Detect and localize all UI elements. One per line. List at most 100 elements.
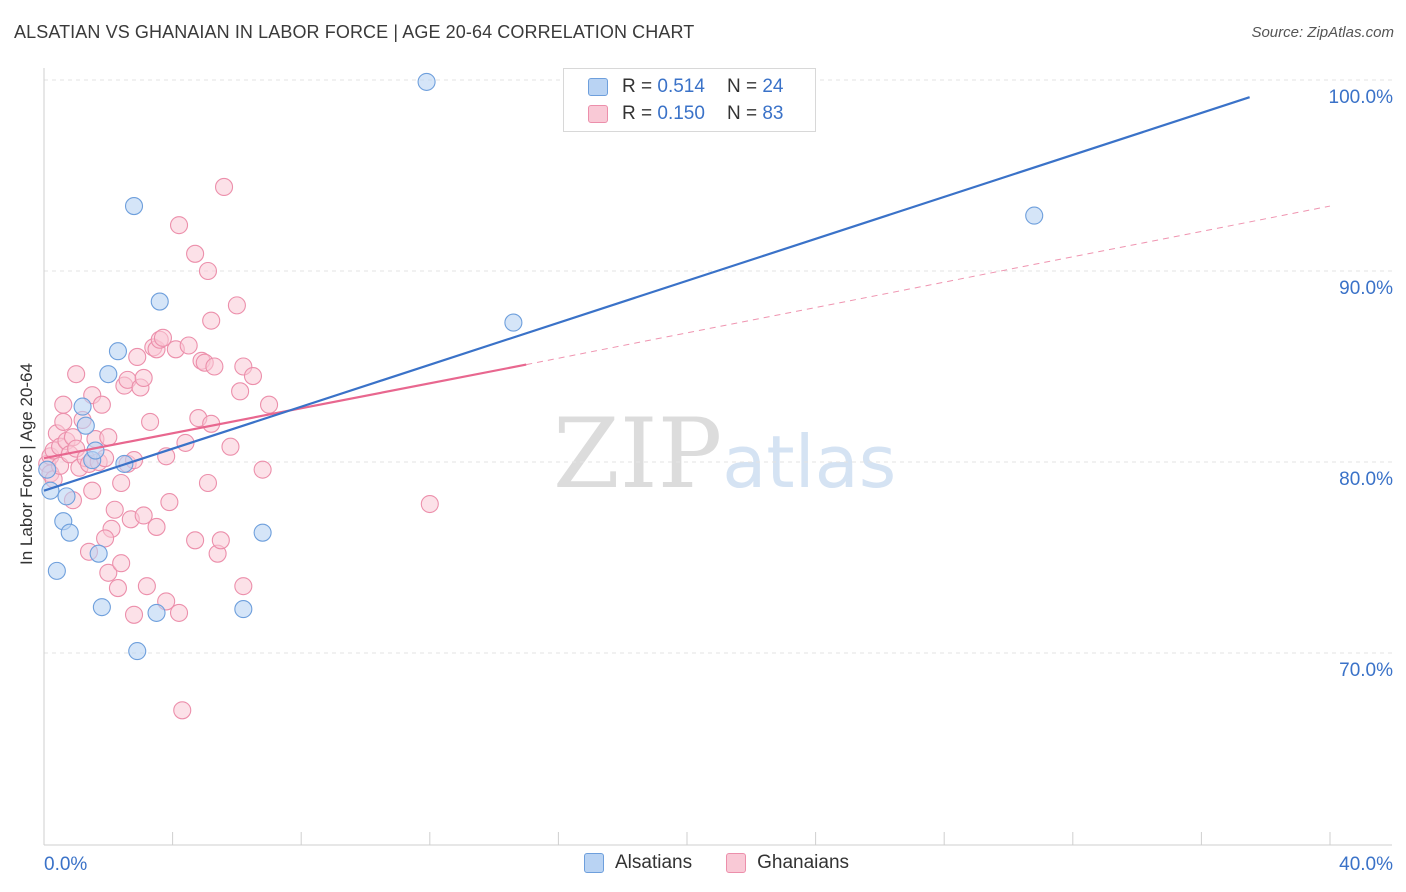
ghanaians-point	[205, 357, 224, 376]
y-tick-label: 90.0%	[1339, 278, 1393, 299]
ghanaians-point	[243, 366, 263, 386]
ghanaians-point	[147, 517, 166, 536]
ghanaians-point	[198, 473, 218, 493]
ghanaians-point	[198, 261, 218, 281]
ghanaians-point	[54, 395, 73, 414]
ghanaians-point	[153, 328, 173, 347]
alsatians-point	[417, 72, 436, 91]
ghanaians-point	[108, 579, 127, 598]
alsatians-swatch	[588, 78, 608, 96]
alsatians-point	[86, 441, 105, 460]
ghanaians-point	[186, 244, 205, 263]
alsatians-swatch	[584, 853, 604, 873]
correlation-legend: R = 0.514 N = 24 R = 0.150 N = 83	[563, 68, 816, 132]
ghanaians-point	[186, 531, 205, 550]
n-value: 24	[762, 76, 784, 97]
legend-item-ghanaians[interactable]: Ghanaians	[726, 852, 849, 874]
series-legend: Alsatians Ghanaians	[584, 852, 883, 874]
ghanaians-point	[231, 382, 250, 401]
ghanaians-trend-extension	[526, 205, 1331, 366]
n-label: N =	[726, 103, 758, 124]
chart-title: ALSATIAN VS GHANAIAN IN LABOR FORCE | AG…	[14, 22, 695, 42]
y-tick-label: 100.0%	[1329, 87, 1394, 108]
r-label: R =	[622, 103, 653, 124]
x-tick-label-max: 40.0%	[1339, 854, 1393, 875]
alsatians-point	[1025, 206, 1044, 225]
alsatians-point	[150, 292, 169, 311]
ghanaians-point	[214, 177, 234, 197]
ghanaians-point	[173, 701, 192, 720]
ghanaians-point	[67, 365, 86, 384]
ghanaians-point	[234, 577, 253, 596]
alsatians-point	[38, 460, 57, 479]
watermark-zip: ZIP	[553, 398, 723, 510]
ghanaians-point	[99, 563, 118, 582]
alsatians-point	[99, 365, 118, 384]
ghanaians-point	[169, 216, 189, 235]
ghanaians-point	[179, 336, 198, 355]
alsatians-point	[108, 342, 127, 361]
ghanaians-point	[253, 460, 272, 479]
ghanaians-point	[211, 531, 230, 550]
alsatians-point	[76, 416, 95, 435]
ghanaians-swatch	[588, 105, 608, 123]
y-axis-label: In Labor Force | Age 20-64	[17, 363, 36, 565]
ghanaians-point	[83, 481, 102, 500]
y-tick-label: 70.0%	[1339, 660, 1393, 681]
alsatians-point	[60, 523, 79, 542]
alsatians-point	[47, 561, 66, 580]
watermark: ZIPatlas	[553, 398, 896, 510]
alsatians-trend-line	[43, 96, 1250, 492]
alsatians-points	[38, 72, 1044, 661]
alsatians-point	[253, 523, 272, 542]
alsatians-point	[124, 197, 144, 216]
legend-row-ghanaians: R = 0.150 N = 83	[588, 102, 783, 126]
ghanaians-point	[124, 605, 144, 624]
legend-label: Ghanaians	[757, 852, 850, 873]
axes	[43, 68, 1392, 846]
r-value: 0.150	[657, 103, 705, 124]
ghanaians-point	[112, 473, 131, 493]
alsatians-point	[57, 487, 76, 506]
ghanaians-point	[134, 506, 153, 525]
ghanaians-point	[169, 603, 189, 622]
alsatians-point	[504, 313, 523, 332]
alsatians-point	[234, 600, 253, 619]
ghanaians-point	[112, 554, 131, 573]
ghanaians-point	[141, 412, 160, 431]
trend-lines	[43, 96, 1331, 492]
ghanaians-swatch	[726, 853, 747, 873]
n-label: N =	[726, 76, 758, 97]
alsatians-point	[147, 603, 166, 622]
r-label: R =	[622, 76, 653, 97]
source-credit: Source: ZipAtlas.com	[1251, 24, 1394, 41]
n-value: 83	[762, 103, 784, 124]
ghanaians-point	[96, 529, 115, 548]
ghanaians-point	[221, 437, 240, 456]
ghanaians-point	[105, 500, 124, 519]
alsatians-point	[73, 397, 92, 416]
x-tick-label-min: 0.0%	[44, 854, 87, 875]
ghanaians-point	[128, 347, 147, 367]
ghanaians-point	[160, 493, 179, 512]
r-value: 0.514	[657, 76, 705, 97]
tick-labels: 70.0% 80.0% 90.0% 100.0% 0.0% 40.0%	[44, 87, 1393, 875]
ghanaians-point	[420, 494, 439, 514]
alsatians-point	[92, 598, 111, 617]
y-tick-label: 80.0%	[1339, 469, 1393, 490]
ghanaians-point	[54, 412, 73, 431]
legend-label: Alsatians	[615, 852, 693, 873]
ghanaians-point	[259, 395, 279, 414]
ghanaians-point	[92, 395, 111, 414]
ghanaians-point	[134, 368, 153, 388]
ghanaians-point	[99, 428, 118, 447]
ghanaians-point	[137, 577, 156, 596]
ghanaians-point	[227, 296, 246, 315]
alsatians-point	[89, 544, 108, 563]
legend-row-alsatians: R = 0.514 N = 24	[588, 75, 783, 99]
ghanaians-point	[202, 311, 221, 330]
ghanaians-point	[176, 433, 195, 452]
alsatians-point	[128, 642, 147, 661]
legend-item-alsatians[interactable]: Alsatians	[584, 852, 692, 874]
